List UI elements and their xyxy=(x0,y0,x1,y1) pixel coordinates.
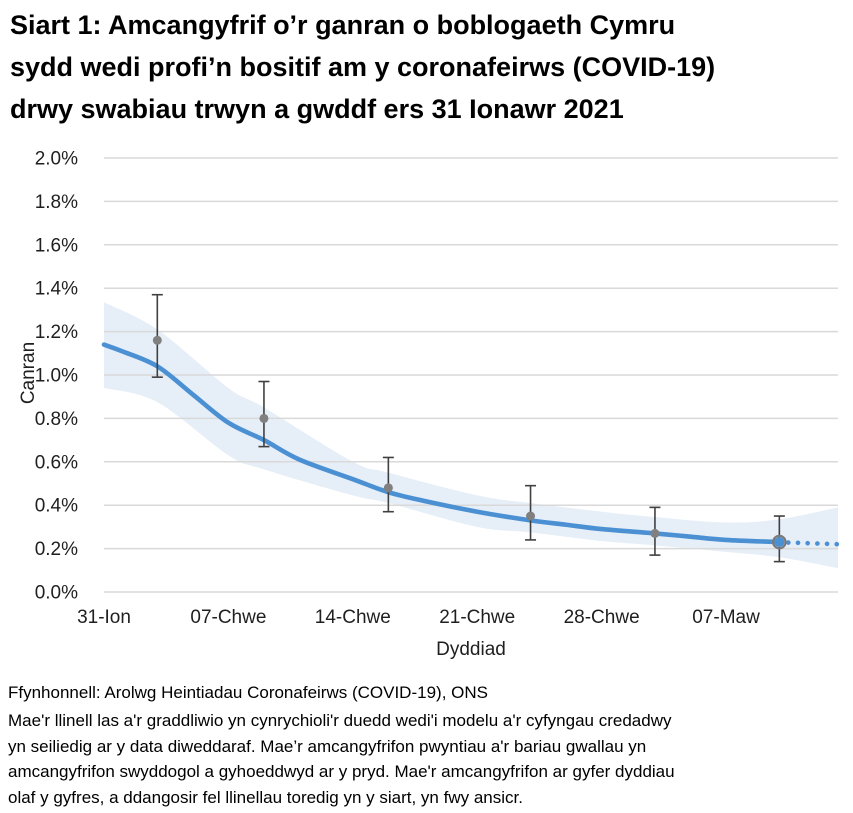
chart-title-line: Siart 1: Amcangyfrif o’r ganran o boblog… xyxy=(10,10,676,40)
x-tick-label: 31-Ion xyxy=(77,607,131,628)
point-marker xyxy=(152,335,162,345)
credible-interval-band xyxy=(104,302,838,569)
x-tick-label: 28-Chwe xyxy=(564,607,640,628)
x-axis-title: Dyddiad xyxy=(436,639,506,660)
y-tick-label: 1.0% xyxy=(35,366,78,387)
y-tick-label: 2.0% xyxy=(35,149,78,170)
methodology-note-line: amcangyfrifon swyddogol a gyhoeddwyd ar … xyxy=(8,762,675,782)
methodology-note-line: olaf y gyfres, a ddangosir fel llinellau… xyxy=(8,787,523,807)
x-tick-label: 07-Maw xyxy=(692,607,760,628)
point-marker-open-ring xyxy=(772,534,787,550)
point-marker-open-center xyxy=(774,537,785,548)
point-marker xyxy=(650,528,660,538)
x-tick-label: 14-Chwe xyxy=(315,607,391,628)
methodology-note-line: Mae'r llinell las a'r graddliwio yn cynr… xyxy=(8,711,672,730)
y-tick-label: 1.6% xyxy=(35,235,78,256)
y-tick-label: 1.8% xyxy=(35,192,78,213)
chart-title: Siart 1: Amcangyfrif o’r ganran o boblog… xyxy=(10,4,830,130)
point-marker xyxy=(526,511,536,521)
point-marker xyxy=(259,413,269,423)
y-tick-label: 0.4% xyxy=(35,496,78,517)
y-tick-label: 0.6% xyxy=(35,452,78,473)
y-axis-title: Canran xyxy=(18,342,39,404)
methodology-note-line: yn seiliedig ar y data diweddaraf. Mae’r… xyxy=(8,736,647,756)
methodology-note: Mae'r llinell las a'r graddliwio yn cynr… xyxy=(8,708,848,810)
y-tick-label: 0.0% xyxy=(35,583,78,604)
x-tick-label: 21-Chwe xyxy=(439,607,515,628)
source-note: Ffynhonnell: Arolwg Heintiadau Coronafei… xyxy=(8,683,488,702)
y-tick-label: 1.2% xyxy=(35,322,78,343)
y-tick-label: 1.4% xyxy=(35,279,78,300)
chart-title-line: drwy swabiau trwyn a gwddf ers 31 Ionawr… xyxy=(10,94,624,124)
trend-line-dotted xyxy=(785,540,843,547)
y-tick-label: 0.8% xyxy=(35,409,78,430)
y-tick-label: 0.2% xyxy=(35,539,78,560)
x-tick-label: 07-Chwe xyxy=(190,607,266,628)
point-marker xyxy=(383,483,393,493)
chart-title-line: sydd wedi profi’n bositif am y coronafei… xyxy=(10,52,716,82)
